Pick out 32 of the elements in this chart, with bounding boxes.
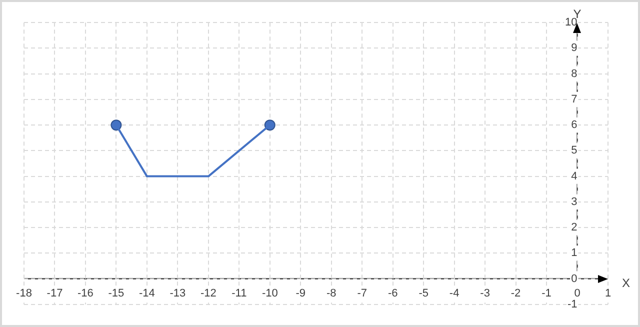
y-tick-label: 6 [571,119,578,132]
x-tick-label: -17 [46,287,63,300]
x-tick-label: -16 [78,287,94,300]
x-tick-label: -15 [108,287,124,300]
y-tick-label: 8 [571,68,578,80]
x-tick-label: -14 [138,287,155,300]
x-tick-label: -2 [510,287,521,300]
x-tick-label: -5 [418,287,428,300]
x-tick-label: -4 [449,287,460,300]
y-tick-label: -1 [567,298,578,310]
x-tick-label: -9 [296,287,306,300]
y-tick-label: 2 [571,222,578,234]
x-tick-label: -7 [357,287,367,300]
y-tick-label: 0 [571,272,578,285]
x-tick-label: -11 [232,287,247,300]
x-tick-label: -6 [388,287,398,300]
y-tick-label: 10 [565,16,578,29]
y-tick-label: 4 [571,170,578,182]
x-tick-label: -13 [170,287,186,300]
y-tick-label: 7 [571,93,578,106]
x-tick-label: -8 [326,287,336,300]
x-tick-label: -18 [16,287,32,300]
x-tick-label: -12 [200,287,216,300]
x-axis-title: X [622,276,630,290]
y-tick-label: 1 [571,247,578,260]
y-tick-label: 9 [571,42,578,54]
x-tick-label: 1 [604,287,612,300]
x-tick-label: -10 [262,287,278,300]
x-tick-label: -3 [480,287,490,300]
y-tick-label: 5 [571,144,578,157]
x-tick-label: -1 [542,287,552,300]
y-tick-label: 3 [571,196,578,208]
